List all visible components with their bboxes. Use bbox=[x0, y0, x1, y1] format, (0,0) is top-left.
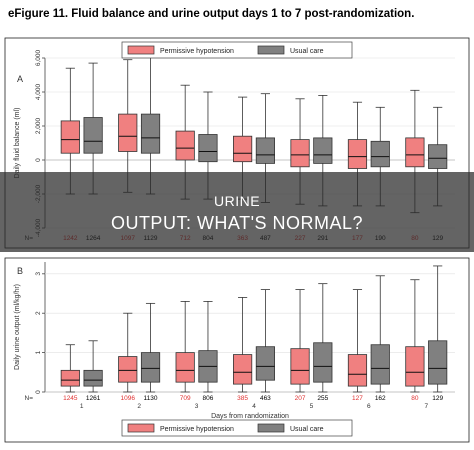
box-usual bbox=[313, 137, 333, 164]
panel-frame bbox=[4, 257, 470, 443]
n-value: 709 bbox=[180, 395, 191, 402]
box-permissive bbox=[175, 130, 195, 161]
n-value: 162 bbox=[375, 395, 386, 402]
box-permissive bbox=[118, 356, 138, 383]
box-usual bbox=[255, 346, 275, 381]
x-axis-title: Days from randomization bbox=[211, 413, 289, 420]
n-value: 1245 bbox=[63, 395, 78, 402]
legend-frame bbox=[121, 419, 353, 437]
panel-label: A bbox=[17, 74, 23, 84]
box-permissive bbox=[118, 113, 138, 152]
box-permissive bbox=[347, 139, 368, 169]
n-value: 127 bbox=[352, 395, 363, 402]
x-tick-label: 4 bbox=[252, 403, 256, 410]
y-tick-label: 2,000 bbox=[35, 117, 42, 134]
n-value: 385 bbox=[237, 395, 248, 402]
box-permissive bbox=[233, 135, 253, 163]
figure-title: eFigure 11. Fluid balance and urine outp… bbox=[8, 8, 415, 20]
box-usual bbox=[370, 140, 390, 168]
panel-label: B bbox=[17, 266, 23, 276]
legend-label: Usual care bbox=[290, 426, 324, 433]
box-permissive bbox=[175, 352, 195, 383]
n-value: 806 bbox=[203, 395, 214, 402]
n-value: 255 bbox=[317, 395, 328, 402]
box-usual bbox=[428, 340, 448, 385]
box-permissive bbox=[60, 120, 80, 154]
n-value: 1130 bbox=[144, 395, 158, 402]
legend-label: Usual care bbox=[290, 48, 324, 55]
legend-label: Permissive hypotension bbox=[160, 48, 234, 55]
y-tick-label: 1 bbox=[35, 350, 42, 354]
n-value: 463 bbox=[260, 395, 271, 402]
box-permissive bbox=[290, 139, 310, 168]
n-value: 1261 bbox=[86, 395, 101, 402]
n-value: 129 bbox=[432, 395, 443, 402]
overlay-title-line2: OUTPUT: WHAT'S NORMAL? bbox=[110, 213, 364, 233]
y-tick-label: 2 bbox=[35, 311, 42, 315]
box-permissive bbox=[60, 369, 80, 387]
y-tick-label: 3 bbox=[35, 272, 42, 276]
box-usual bbox=[83, 369, 103, 387]
y-axis-title: Daily urine output (ml/kg/hr) bbox=[14, 284, 21, 370]
box-usual bbox=[140, 113, 161, 154]
box-usual bbox=[370, 344, 390, 385]
overlay-banner bbox=[0, 172, 474, 252]
x-tick-label: 1 bbox=[80, 403, 84, 410]
y-tick-label: 6,000 bbox=[35, 49, 42, 66]
y-axis-title: Daily fluid balance (ml) bbox=[14, 108, 21, 179]
legend-swatch bbox=[127, 423, 155, 433]
x-tick-label: 5 bbox=[310, 403, 314, 410]
legend-label: Permissive hypotension bbox=[160, 426, 234, 433]
y-tick-label: 4,000 bbox=[35, 83, 42, 100]
box-usual bbox=[255, 137, 275, 164]
box-usual bbox=[313, 342, 333, 383]
box-permissive bbox=[290, 348, 310, 385]
box-usual bbox=[83, 117, 103, 154]
y-tick-label: 0 bbox=[35, 158, 42, 162]
box-permissive bbox=[347, 354, 368, 387]
box-usual bbox=[428, 144, 448, 169]
box-permissive bbox=[405, 346, 425, 387]
legend-swatch bbox=[257, 423, 285, 433]
legend-frame bbox=[121, 41, 353, 59]
n-value: 207 bbox=[295, 395, 306, 402]
legend-swatch bbox=[257, 45, 285, 55]
n-value: 80 bbox=[411, 395, 419, 402]
y-tick-label: 0 bbox=[35, 390, 42, 394]
x-tick-label: 3 bbox=[195, 403, 199, 410]
n-value: 1096 bbox=[121, 395, 136, 402]
x-tick-label: 2 bbox=[137, 403, 141, 410]
x-tick-label: 6 bbox=[367, 403, 371, 410]
box-permissive bbox=[405, 137, 425, 168]
x-tick-label: 7 bbox=[424, 403, 428, 410]
legend-swatch bbox=[127, 45, 155, 55]
n-label: N= bbox=[25, 395, 34, 402]
box-permissive bbox=[233, 354, 253, 385]
box-usual bbox=[198, 134, 218, 163]
overlay-title-line1: URINE bbox=[213, 193, 261, 209]
box-usual bbox=[140, 352, 161, 383]
